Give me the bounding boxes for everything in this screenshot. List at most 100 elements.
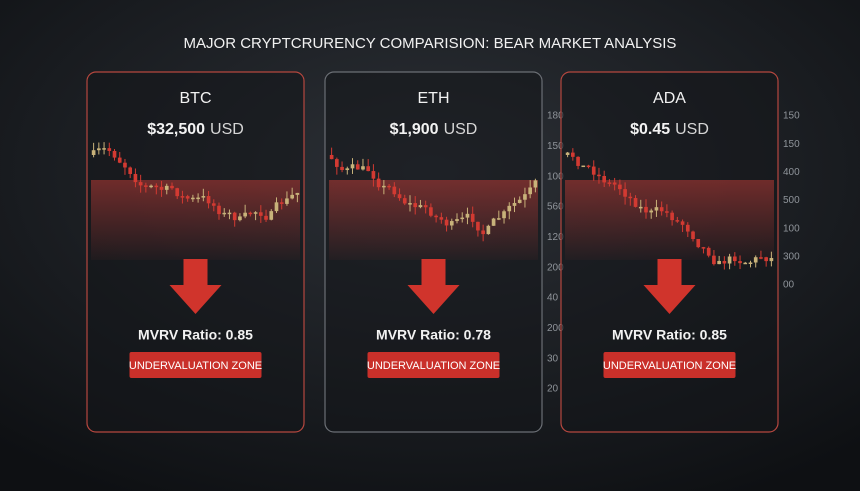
scale-label: 200 <box>547 323 564 334</box>
price-value: $0.45 <box>630 121 670 138</box>
candle-body <box>633 198 638 207</box>
candle-body <box>429 207 433 216</box>
shaded-zone <box>565 180 774 260</box>
candle-body <box>191 197 195 200</box>
candle-body <box>486 225 491 235</box>
candle-body <box>712 255 716 265</box>
candle-body <box>649 210 654 213</box>
candle-body <box>623 189 627 197</box>
shaded-zone <box>91 180 300 260</box>
candle-body <box>481 230 485 235</box>
scale-label: 400 <box>783 167 800 178</box>
candle-body <box>112 150 117 158</box>
candle-body <box>408 203 412 205</box>
candle-body <box>102 148 106 150</box>
candle-body <box>528 187 532 195</box>
candle-body <box>227 212 232 215</box>
candle-body <box>418 205 423 208</box>
candle-body <box>253 212 258 214</box>
shaded-zone <box>329 180 538 260</box>
candle-body <box>170 185 174 189</box>
candle-body <box>243 212 247 217</box>
candle-body <box>665 211 669 213</box>
candle-body <box>612 182 617 185</box>
candle-body <box>581 165 586 168</box>
candle-body <box>232 212 237 221</box>
candle-body <box>439 217 444 220</box>
candle-body <box>491 218 496 226</box>
price: $1,900 USD <box>390 121 478 138</box>
candle-body <box>434 215 438 218</box>
candle-body <box>345 168 350 171</box>
candle-body <box>460 217 465 220</box>
candle-body <box>217 205 221 215</box>
price-value: $1,900 <box>390 121 439 138</box>
candle-body <box>392 186 397 195</box>
candle-body <box>117 157 122 163</box>
scale-label: 150 <box>783 111 800 122</box>
zone-badge <box>367 352 500 378</box>
zone-label: UNDERVALUATION ZONE <box>367 360 500 372</box>
panel: ADA $0.45 USD 150 150 400 500 100 300 00 MVRV Rati… <box>560 71 800 433</box>
zone-label: UNDERVALUATION ZONE <box>603 360 736 372</box>
candle-body <box>476 221 480 231</box>
candle-body <box>597 174 601 177</box>
candle-body <box>180 196 185 198</box>
candle-body <box>175 188 180 197</box>
candle-body <box>444 219 449 226</box>
candle-body <box>455 219 459 222</box>
candle-body <box>659 207 664 212</box>
candle-body <box>764 257 768 262</box>
candle-body <box>144 185 148 187</box>
candle-body <box>402 198 407 204</box>
candle-body <box>691 231 695 240</box>
mvrv-ratio: MVRV Ratio: 0.85 <box>612 327 727 343</box>
coin-name: ADA <box>653 90 686 107</box>
scale-label: 100 <box>783 223 800 234</box>
candle-body <box>533 180 538 188</box>
candle-body <box>91 150 96 155</box>
candle-body <box>361 166 365 170</box>
price-unit: USD <box>210 121 244 138</box>
mvrv-ratio: MVRV Ratio: 0.78 <box>376 327 491 343</box>
candle-body <box>329 155 334 160</box>
scale-label: 00 <box>783 280 795 291</box>
candle-body <box>507 205 512 212</box>
candle-body <box>586 165 591 168</box>
scale-label: 150 <box>547 141 564 152</box>
candle-body <box>748 262 753 265</box>
candle-body <box>123 162 127 168</box>
candle-body <box>290 194 294 199</box>
mvrv-ratio: MVRV Ratio: 0.85 <box>138 327 253 343</box>
candle-body <box>279 202 284 204</box>
candle-body <box>675 220 680 222</box>
candle-body <box>138 182 143 186</box>
candle-body <box>496 218 501 220</box>
scale-label: 20 <box>547 384 559 395</box>
candle-body <box>470 213 475 222</box>
scale-label: 500 <box>783 195 800 206</box>
candle-body <box>196 197 200 200</box>
candle-body <box>628 196 633 199</box>
candle-body <box>387 185 391 188</box>
candle-body <box>517 199 522 203</box>
candle-body <box>769 258 774 262</box>
candle-body <box>159 186 164 190</box>
candle-body <box>264 215 268 220</box>
candle-body <box>164 185 169 190</box>
candle-body <box>618 184 622 190</box>
candle-body <box>701 247 706 249</box>
scale-label: 40 <box>547 293 559 304</box>
scale-label: 150 <box>783 139 800 150</box>
candle-body <box>97 148 101 151</box>
candle-body <box>727 256 732 264</box>
candle-body <box>449 221 454 226</box>
coin-name: BTC <box>180 90 212 107</box>
candle-body <box>680 221 685 225</box>
price: $32,500 USD <box>147 121 244 138</box>
scale-label: 100 <box>547 171 564 182</box>
price: $0.45 USD <box>630 121 709 138</box>
panel: ETH $1,900 USD 180 150 100 560 120 200 40 200 30 20 M… <box>324 71 564 433</box>
candle-body <box>350 164 355 169</box>
